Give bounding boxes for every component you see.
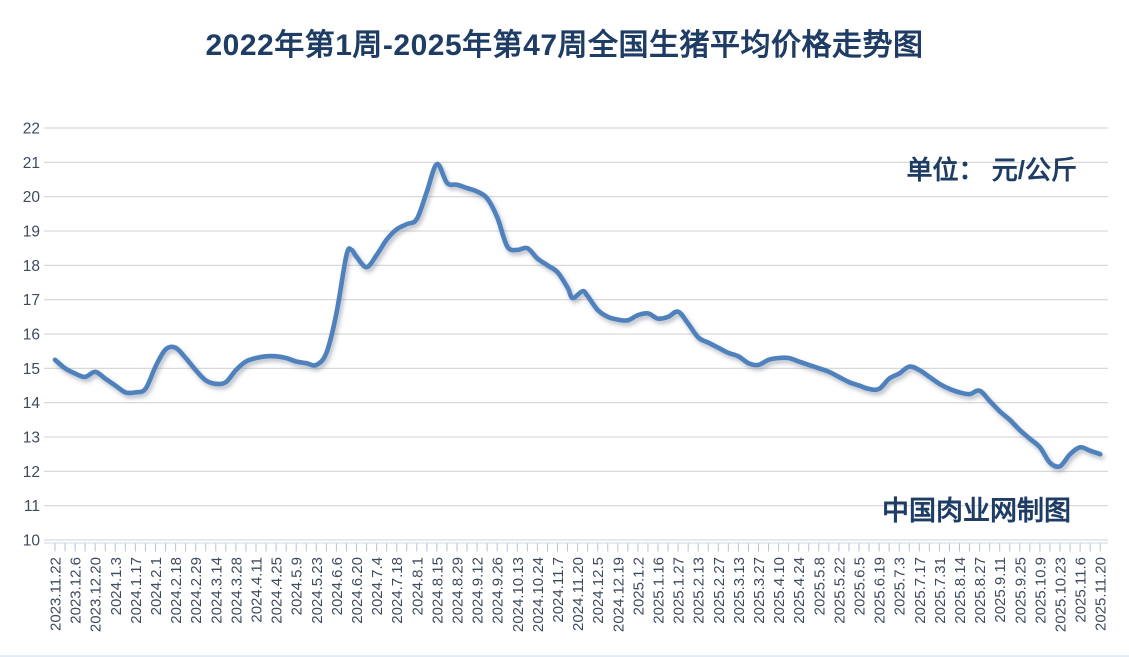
svg-text:2024.9.12: 2024.9.12 <box>470 557 487 624</box>
svg-text:13: 13 <box>23 430 40 447</box>
svg-text:2025.6.5: 2025.6.5 <box>852 557 869 615</box>
svg-text:2025.9.25: 2025.9.25 <box>1012 557 1029 624</box>
svg-text:2025.7.31: 2025.7.31 <box>932 557 949 624</box>
svg-text:2025.10.9: 2025.10.9 <box>1032 557 1049 624</box>
svg-text:2024.4.25: 2024.4.25 <box>269 557 286 624</box>
svg-text:2024.4.11: 2024.4.11 <box>249 557 266 623</box>
svg-text:2024.11.20: 2024.11.20 <box>570 557 587 631</box>
svg-text:2025.7.17: 2025.7.17 <box>912 557 929 624</box>
svg-text:2024.6.6: 2024.6.6 <box>329 557 346 615</box>
svg-text:2023.12.20: 2023.12.20 <box>88 557 105 632</box>
unit-label: 单位： 元/公斤 <box>906 155 1077 185</box>
price-line <box>52 161 1103 469</box>
svg-text:2025.1.2: 2025.1.2 <box>630 557 647 615</box>
svg-text:2023.11.22: 2023.11.22 <box>48 557 65 631</box>
svg-text:2024.3.14: 2024.3.14 <box>208 557 225 624</box>
svg-text:2025.5.22: 2025.5.22 <box>831 557 848 624</box>
svg-text:19: 19 <box>23 224 40 241</box>
svg-text:2025.10.23: 2025.10.23 <box>1053 557 1070 632</box>
svg-text:2024.3.28: 2024.3.28 <box>228 557 245 624</box>
svg-text:2025.4.10: 2025.4.10 <box>771 557 788 624</box>
svg-text:2024.1.3: 2024.1.3 <box>108 557 125 615</box>
svg-text:2024.8.1: 2024.8.1 <box>409 557 426 615</box>
svg-text:2025.5.8: 2025.5.8 <box>811 557 828 615</box>
svg-text:2024.7.4: 2024.7.4 <box>369 557 386 615</box>
svg-text:2025.11.6: 2025.11.6 <box>1073 557 1090 623</box>
x-axis-ticks <box>44 542 1108 552</box>
svg-text:15: 15 <box>23 361 40 378</box>
svg-text:2023.12.6: 2023.12.6 <box>68 557 85 624</box>
svg-text:2024.6.20: 2024.6.20 <box>349 557 366 624</box>
svg-text:16: 16 <box>23 327 40 344</box>
svg-text:2025.2.13: 2025.2.13 <box>691 557 708 624</box>
svg-text:2024.11.7: 2024.11.7 <box>550 557 567 623</box>
svg-text:2024.5.23: 2024.5.23 <box>309 557 326 624</box>
credit-label: 中国肉业网制图 <box>882 496 1071 526</box>
svg-text:2024.2.29: 2024.2.29 <box>188 557 205 624</box>
svg-text:21: 21 <box>23 155 40 172</box>
svg-text:2025.3.13: 2025.3.13 <box>731 557 748 624</box>
svg-text:2024.9.26: 2024.9.26 <box>490 557 507 624</box>
svg-text:2024.12.5: 2024.12.5 <box>590 557 607 624</box>
svg-text:2024.2.1: 2024.2.1 <box>148 557 165 615</box>
svg-text:2024.10.24: 2024.10.24 <box>530 557 547 632</box>
svg-text:2024.7.18: 2024.7.18 <box>389 557 406 624</box>
gridlines <box>44 127 1108 541</box>
svg-text:2025.1.27: 2025.1.27 <box>671 557 688 624</box>
svg-text:11: 11 <box>24 498 40 515</box>
svg-text:2024.8.29: 2024.8.29 <box>450 557 467 624</box>
svg-text:22: 22 <box>23 121 40 138</box>
svg-text:2024.10.13: 2024.10.13 <box>510 557 527 632</box>
svg-text:2025.4.24: 2025.4.24 <box>791 557 808 624</box>
svg-text:18: 18 <box>23 258 40 275</box>
svg-text:2025.1.16: 2025.1.16 <box>651 557 668 624</box>
svg-text:20: 20 <box>23 189 41 206</box>
svg-text:2025.3.27: 2025.3.27 <box>751 557 768 624</box>
svg-text:17: 17 <box>23 292 40 309</box>
svg-text:2024.2.18: 2024.2.18 <box>168 557 185 624</box>
svg-text:2025.2.27: 2025.2.27 <box>711 557 728 624</box>
svg-text:2025.8.14: 2025.8.14 <box>952 557 969 624</box>
svg-text:2025.6.19: 2025.6.19 <box>872 557 889 624</box>
svg-text:14: 14 <box>23 395 41 412</box>
svg-text:2024.12.19: 2024.12.19 <box>610 557 627 632</box>
chart-title: 2022年第1周-2025年第47周全国生猪平均价格走势图 <box>205 29 924 62</box>
svg-text:2024.5.9: 2024.5.9 <box>289 557 306 615</box>
svg-text:10: 10 <box>23 533 41 550</box>
svg-text:2025.11.20: 2025.11.20 <box>1093 557 1110 631</box>
svg-text:2025.7.3: 2025.7.3 <box>892 557 909 615</box>
svg-text:2024.8.15: 2024.8.15 <box>429 557 446 624</box>
svg-text:2025.8.27: 2025.8.27 <box>972 557 989 624</box>
x-axis-labels: 2023.11.22 2023.12.6 2023.12.20 2024.1.3 202… <box>48 557 1110 632</box>
svg-text:12: 12 <box>23 464 40 481</box>
svg-text:2024.1.17: 2024.1.17 <box>128 557 145 624</box>
svg-text:2025.9.11: 2025.9.11 <box>992 557 1009 623</box>
y-axis-labels: 10 11 12 13 14 15 16 17 18 19 20 21 22 <box>23 121 41 550</box>
